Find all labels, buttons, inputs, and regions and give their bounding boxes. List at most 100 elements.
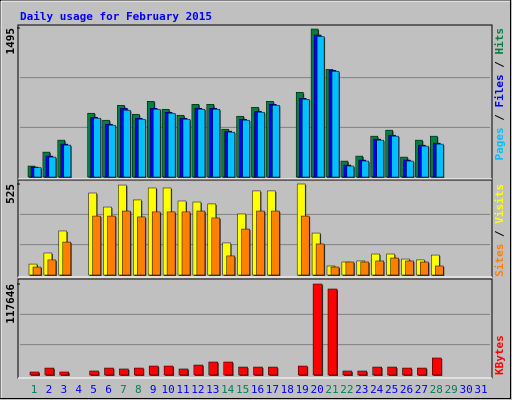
bar [432, 357, 442, 376]
bar [151, 211, 161, 276]
bar [417, 367, 427, 376]
bar [357, 370, 368, 376]
x-tick-label: 21 [325, 383, 338, 396]
y-tick-label: 117646 [4, 284, 17, 324]
x-tick-label: 9 [150, 383, 157, 396]
x-tick-label: 4 [75, 383, 82, 396]
bar [301, 99, 310, 178]
bar [376, 139, 384, 178]
bar [257, 111, 265, 178]
bar [59, 371, 70, 376]
bar [227, 131, 235, 178]
bar [196, 210, 206, 276]
bar [271, 210, 280, 276]
bar [420, 261, 429, 276]
bar [331, 71, 340, 178]
bar [211, 217, 221, 276]
bar [48, 156, 57, 178]
legend-entry: KBytes [493, 335, 506, 375]
x-tick-label: 24 [370, 383, 384, 396]
bar [226, 255, 235, 276]
bar [63, 144, 72, 178]
bar [89, 370, 99, 376]
x-tick-label: 3 [60, 383, 67, 396]
x-tick-label: 2 [46, 383, 53, 396]
bar [346, 165, 355, 178]
x-tick-label: 16 [251, 383, 264, 396]
x-tick-label: 14 [221, 383, 235, 396]
bar [197, 108, 206, 178]
bar [148, 365, 159, 376]
x-tick-label: 27 [415, 383, 428, 396]
bar [178, 368, 189, 376]
bar [182, 118, 191, 178]
x-tick-label: 1 [31, 383, 38, 396]
bar [405, 260, 414, 276]
panel [17, 278, 493, 379]
bar [345, 261, 355, 276]
bar [315, 243, 325, 276]
bar [47, 259, 57, 276]
bar [93, 117, 101, 178]
bar [268, 366, 278, 376]
bar [391, 135, 399, 178]
x-tick-label: 10 [161, 383, 174, 396]
bar [107, 215, 116, 276]
bar [181, 211, 191, 276]
x-tick-label: 5 [90, 383, 97, 396]
bar [29, 371, 40, 376]
x-tick-label: 6 [105, 383, 112, 396]
x-tick-label: 18 [281, 383, 294, 396]
bar [242, 119, 250, 178]
x-tick-label: 26 [400, 383, 413, 396]
x-tick-label: 17 [266, 383, 279, 396]
bar [327, 288, 338, 376]
bar [253, 366, 263, 376]
bar [421, 145, 429, 178]
bar [62, 241, 72, 276]
bar [152, 108, 161, 178]
x-tick-label: 25 [385, 383, 398, 396]
bar [360, 261, 370, 276]
bar [104, 367, 114, 376]
x-tick-label: 22 [340, 383, 353, 396]
bar [138, 118, 146, 178]
legend: KBytes [493, 335, 506, 375]
x-tick-label: 8 [135, 383, 142, 396]
bar [166, 211, 176, 276]
bar [435, 265, 444, 276]
x-tick-label: 20 [310, 383, 323, 396]
legend: Sites / Visits [493, 184, 506, 277]
legend-entry: Sites [493, 244, 506, 277]
bar [372, 366, 382, 376]
bar [256, 210, 265, 276]
bar [272, 104, 280, 178]
x-tick-label: 28 [430, 383, 443, 396]
legend-entry: Files [493, 74, 506, 107]
legend-separator: / [493, 224, 506, 244]
bar [312, 283, 323, 376]
bar [212, 108, 221, 178]
y-tick-label: 1495 [4, 28, 17, 55]
bar [134, 367, 144, 376]
legend-separator: / [493, 108, 506, 128]
x-tick-label: 7 [120, 383, 127, 396]
bar [92, 215, 101, 276]
chart-title: Daily usage for February 2015 [20, 10, 212, 23]
bar [32, 266, 42, 276]
bar [361, 160, 370, 178]
bar [163, 365, 174, 376]
bar [208, 361, 219, 376]
x-tick-label: 31 [474, 383, 487, 396]
bar [300, 215, 310, 276]
bar [375, 260, 384, 276]
bar [390, 257, 399, 276]
bar [342, 370, 353, 376]
x-tick-label: 30 [459, 383, 472, 396]
bar [316, 36, 325, 178]
bar [33, 167, 42, 178]
x-tick-label: 12 [191, 383, 204, 396]
bar [238, 366, 248, 376]
bar [108, 124, 116, 178]
x-tick-label: 29 [445, 383, 458, 396]
